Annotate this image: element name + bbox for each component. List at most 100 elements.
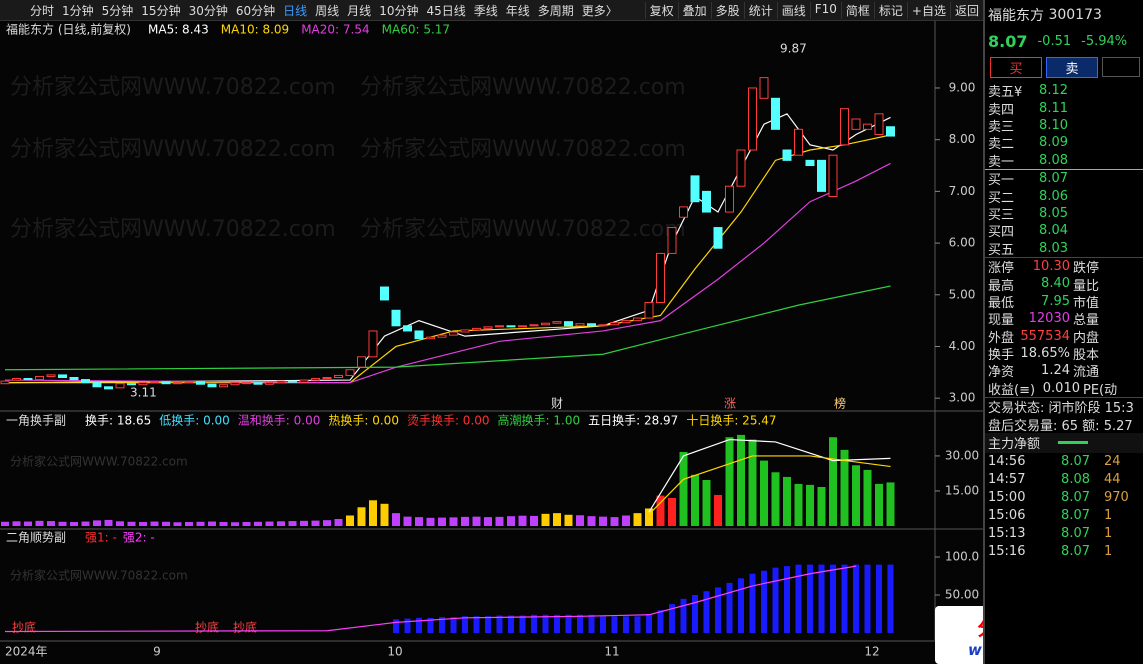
tool-button[interactable]: 统计 (743, 1, 777, 19)
stat-label: 收益(≡) (988, 382, 1036, 398)
period-tab[interactable]: 周线 (315, 3, 340, 18)
tool-button[interactable]: 画线 (776, 1, 810, 19)
turnover-bar (35, 520, 44, 526)
candle (357, 356, 366, 368)
stat-label: 换手 (988, 348, 1015, 364)
turnover-bar (438, 517, 446, 526)
turnover-bar (645, 508, 653, 526)
candle (828, 154, 838, 198)
trend-bar (738, 578, 744, 634)
candle (46, 374, 56, 377)
candle (334, 374, 343, 378)
period-tab[interactable]: 45日线 (426, 3, 466, 18)
tick-price: 8.08 (1061, 472, 1090, 488)
watermark: 分析家公式网WWW.70822.com (10, 568, 188, 583)
book-label: 买二 (988, 190, 1015, 206)
book-row: 卖一 8.08 (985, 152, 1143, 170)
period-tab[interactable]: 15分钟 (141, 3, 181, 18)
period-tab[interactable]: 季线 (473, 3, 498, 18)
more-button[interactable] (1102, 57, 1140, 77)
event-label: 榜 (834, 396, 846, 411)
tick-time: 15:16 (988, 544, 1026, 560)
ma-label: MA60: 5.17 (382, 23, 450, 37)
price-row: 8.07 -0.51 -5.94% (985, 30, 1143, 52)
trend-bar (450, 617, 457, 634)
tool-button[interactable]: 简框 (840, 1, 874, 19)
candle (633, 317, 642, 322)
watermark: 分析家公式网WWW.70822.com (360, 217, 686, 242)
candle (506, 325, 516, 328)
candle (541, 322, 550, 326)
trend-bar (841, 564, 848, 634)
tick-list: 14:56 8.07 24 14:57 8.08 44 15:00 8.07 970 15:06 8… (985, 453, 1143, 561)
signal: 抄底 (12, 620, 36, 635)
stat-label: 净资 (988, 365, 1015, 381)
candle (219, 384, 228, 388)
stat-value: 1.24 (1041, 363, 1070, 379)
stat-label: 股本 (1073, 348, 1100, 364)
trade-buttons: 买卖 (985, 52, 1143, 82)
tool-button[interactable]: 复权 (644, 1, 678, 19)
indicator-line (5, 134, 891, 384)
turnover-bar (852, 465, 860, 526)
turnover-bar (323, 520, 331, 526)
trend-bar (485, 616, 491, 634)
period-tab[interactable]: 10分钟 (379, 3, 419, 18)
candle (161, 381, 171, 385)
candle (483, 326, 493, 329)
buy-button[interactable]: 买 (990, 56, 1042, 78)
trend-bar (404, 618, 411, 634)
period-tab[interactable]: 年线 (505, 3, 530, 18)
tool-button[interactable]: 标记 (873, 1, 907, 19)
tick-time: 15:13 (988, 526, 1026, 542)
stat-row: 换手 18.65% 股本 (985, 345, 1143, 364)
tool-button[interactable]: +自选 (906, 1, 950, 19)
turnover-bar (104, 519, 113, 526)
book-label: 卖三 (988, 119, 1015, 135)
tool-button[interactable]: 叠加 (677, 1, 711, 19)
book-price: 8.05 (1039, 205, 1068, 221)
tick-time: 14:57 (988, 472, 1026, 488)
turnover-bar (116, 521, 124, 526)
chart-bg (0, 21, 983, 664)
period-tab[interactable]: 多周期 (537, 3, 574, 18)
candle (173, 382, 182, 385)
tool-button[interactable]: F10 (809, 1, 841, 19)
tool-button[interactable]: 返回 (949, 1, 983, 19)
period-tab[interactable]: 日线 (283, 3, 308, 18)
turnover-bar (541, 513, 550, 526)
trend-bar (542, 614, 549, 634)
quote-panel: 福能东方 300173 8.07 -0.51 -5.94% 买卖 卖五¥ 8.12 卖四… (983, 0, 1143, 664)
order-book: 卖五¥ 8.12 卖四 8.11 卖三 8.10 卖二 8.09 卖一 8.08 买一 8.07 买二 8… (985, 82, 1143, 258)
period-tab[interactable]: 60分钟 (235, 3, 276, 18)
stat-row: 现量 12030 总量 (985, 310, 1143, 328)
turnover-bar (277, 521, 285, 526)
book-label: 买一 (988, 173, 1015, 189)
tick-row: 14:56 8.07 24 (985, 453, 1143, 471)
stat-value: 7.95 (1041, 293, 1070, 309)
period-tab[interactable]: 月线 (347, 3, 372, 18)
stat-label: 市值 (1073, 295, 1100, 311)
turnover-bar (1, 521, 9, 526)
period-tab[interactable]: 5分钟 (101, 3, 134, 18)
period-tab[interactable]: 分时 (30, 3, 55, 18)
turnover-bar (380, 503, 389, 526)
turnover-bar (415, 517, 423, 526)
candle (426, 336, 435, 340)
turnover-bar (599, 516, 607, 526)
trend-bar (876, 564, 882, 634)
period-tab[interactable]: 1分钟 (62, 3, 94, 18)
candle (575, 323, 585, 327)
trend-bar (496, 615, 503, 634)
tick-time: 14:56 (988, 454, 1026, 470)
tool-button[interactable]: 多股 (710, 1, 744, 19)
candle (288, 380, 297, 383)
book-label: 买四 (988, 225, 1015, 241)
turnover-bar (886, 482, 895, 526)
period-tab[interactable]: 30分钟 (188, 3, 228, 18)
turnover-bar (81, 521, 90, 526)
period-tab[interactable]: 更多〉 (581, 3, 618, 18)
turnover-bar (449, 517, 458, 526)
turnover-title: 一角换手副 (6, 414, 66, 428)
sell-button[interactable]: 卖 (1046, 56, 1098, 78)
